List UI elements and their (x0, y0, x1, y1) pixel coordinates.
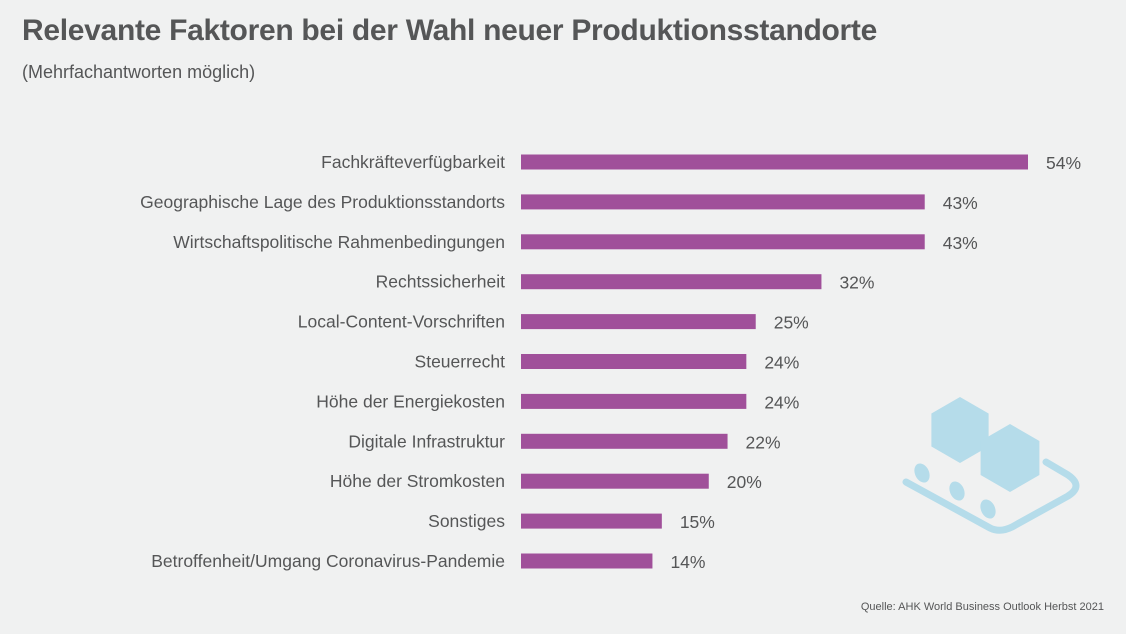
category-label: Rechtssicherheit (376, 272, 505, 292)
value-label: 20% (727, 472, 762, 492)
value-label: 14% (670, 552, 705, 572)
category-label: Höhe der Stromkosten (330, 471, 505, 491)
bar (521, 473, 709, 489)
category-label: Steuerrecht (415, 352, 506, 372)
category-label: Wirtschaftspolitische Rahmenbedingungen (173, 232, 505, 252)
roller-shape (914, 463, 930, 483)
bar (521, 314, 756, 330)
bar (521, 513, 662, 529)
source-note: Quelle: AHK World Business Outlook Herbs… (860, 601, 1104, 613)
category-label: Betroffenheit/Umgang Coronavirus-Pandemi… (151, 551, 505, 571)
value-label: 22% (746, 432, 781, 452)
bar (521, 393, 747, 409)
bar (521, 433, 728, 449)
bar (521, 274, 822, 290)
value-label: 43% (943, 193, 978, 213)
value-label: 43% (943, 233, 978, 253)
value-label: 25% (774, 313, 809, 333)
value-label: 32% (839, 273, 874, 293)
conveyor-belt-hexagons-icon (902, 397, 1080, 534)
category-label: Local-Content-Vorschriften (298, 312, 505, 332)
category-label: Sonstiges (428, 511, 505, 531)
bar (521, 354, 747, 369)
roller-shape (980, 499, 996, 519)
value-label: 24% (764, 353, 799, 373)
value-label: 24% (764, 392, 799, 412)
category-label: Fachkräfteverfügbarkeit (321, 152, 505, 172)
category-label: Geographische Lage des Produktionsstando… (140, 192, 505, 212)
category-label: Höhe der Energiekosten (316, 391, 505, 411)
bar (521, 234, 925, 250)
hexagon-shape (980, 424, 1040, 492)
value-label: 15% (680, 512, 715, 532)
conveyor-belt-shape (902, 458, 1080, 534)
chart-title: Relevante Faktoren bei der Wahl neuer Pr… (22, 14, 878, 47)
category-label: Digitale Infrastruktur (348, 431, 505, 451)
hexagon-shape (931, 397, 989, 463)
bar (521, 154, 1028, 170)
bar (521, 194, 925, 210)
bar (521, 553, 653, 569)
roller-shape (949, 481, 965, 501)
chart-subtitle: (Mehrfachantworten möglich) (22, 62, 256, 82)
value-label: 54% (1046, 153, 1081, 173)
